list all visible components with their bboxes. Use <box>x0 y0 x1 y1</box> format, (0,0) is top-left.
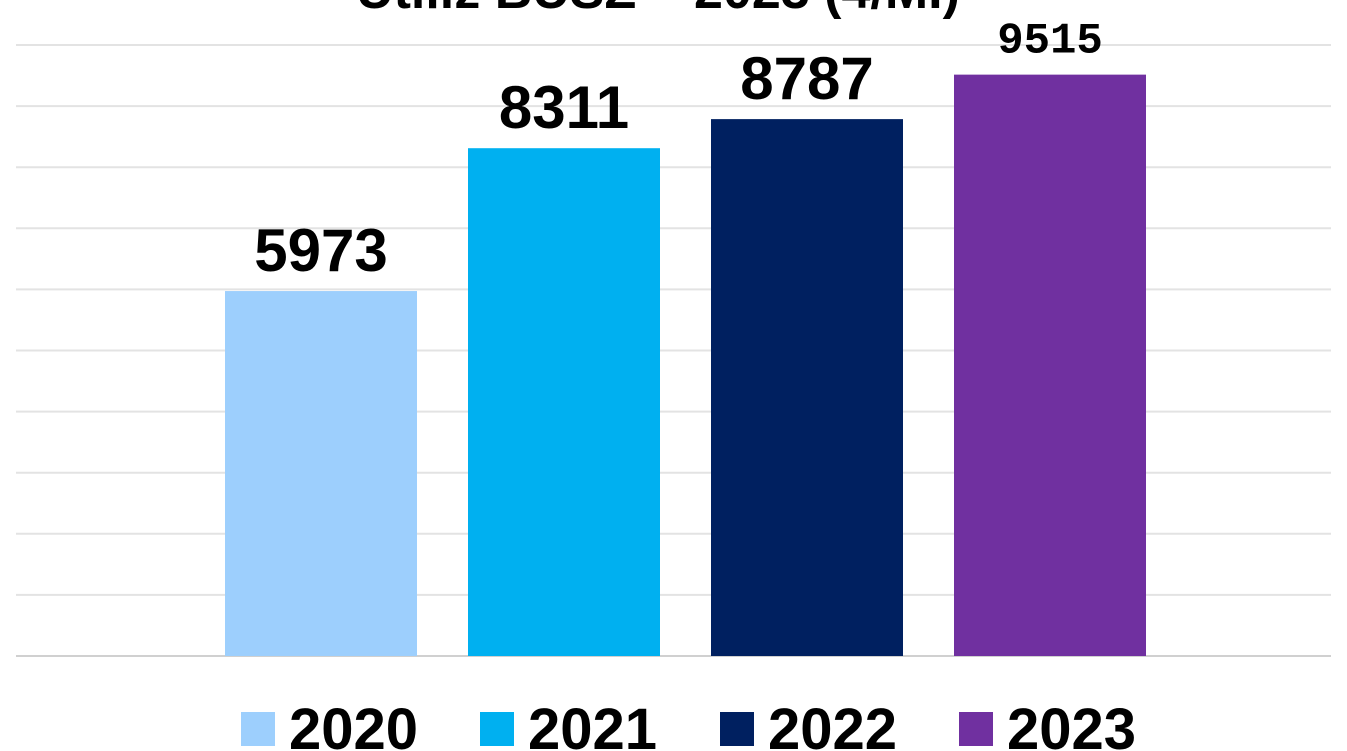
title-layer: Utiliz BUSZ – 2023 (4/MI) <box>356 0 960 20</box>
legend-swatch-2020 <box>241 712 275 746</box>
value-label-2021: 8311 <box>499 74 629 141</box>
chart-title: Utiliz BUSZ – 2023 (4/MI) <box>356 0 960 20</box>
label-layer: 5973 8311 8787 9515 <box>254 17 1103 284</box>
bar-2020 <box>225 291 417 656</box>
legend-swatch-2021 <box>480 712 514 746</box>
value-label-2022: 8787 <box>740 45 873 112</box>
legend-label-2022: 2022 <box>768 697 897 751</box>
legend-swatch-2023 <box>959 712 993 746</box>
bar-2022 <box>711 119 903 656</box>
bar-2021 <box>468 148 660 656</box>
legend-label-2020: 2020 <box>289 697 418 751</box>
bar-2023 <box>954 74 1146 657</box>
legend-label-2023: 2023 <box>1007 697 1136 751</box>
value-label-2020: 5973 <box>254 217 387 284</box>
value-label-2023: 9515 <box>997 17 1103 67</box>
legend-swatch-2022 <box>720 712 754 746</box>
legend-label-2021: 2021 <box>528 697 657 751</box>
bar-layer <box>225 74 1146 657</box>
legend: 2020 2021 2022 2023 <box>241 697 1136 751</box>
